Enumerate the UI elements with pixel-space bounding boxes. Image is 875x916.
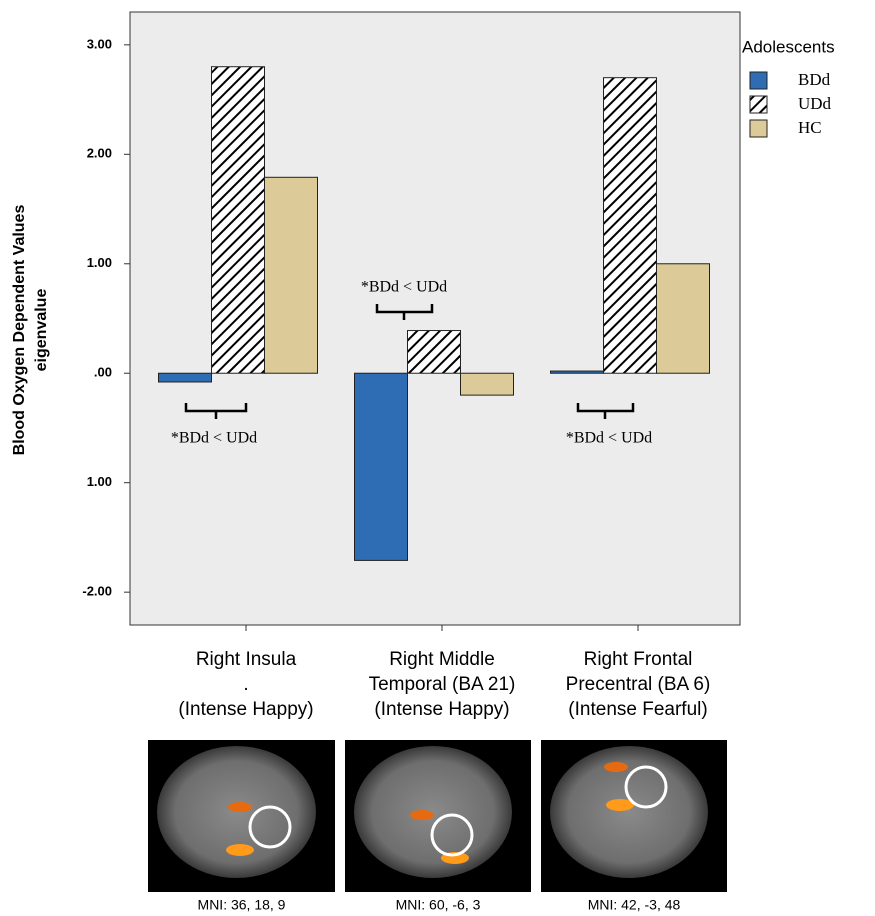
x-tick-label: Right Middle bbox=[389, 649, 495, 670]
legend-label: BDd bbox=[798, 70, 831, 89]
brain-image bbox=[157, 746, 316, 878]
chart: Blood Oxygen Dependent Values eigenvalue… bbox=[0, 0, 875, 916]
bar bbox=[551, 371, 604, 373]
bar bbox=[657, 264, 710, 373]
image-caption: MNI: 36, 18, 9 bbox=[198, 897, 286, 913]
y-tick-label: 2.00 bbox=[87, 146, 112, 161]
activation bbox=[228, 802, 252, 812]
annotation: *BDd < UDd bbox=[361, 279, 447, 296]
y-axis-label: Blood Oxygen Dependent Values bbox=[11, 205, 28, 456]
y-tick-label: 3.00 bbox=[87, 36, 112, 51]
x-tick-label: . bbox=[243, 674, 248, 695]
x-tick-label: (Intense Happy) bbox=[178, 699, 313, 720]
image-caption: MNI: 42, -3, 48 bbox=[588, 897, 681, 913]
bar bbox=[355, 373, 408, 560]
bar bbox=[159, 373, 212, 382]
activation bbox=[410, 810, 434, 820]
legend-label: UDd bbox=[798, 94, 832, 113]
y-tick-label: 1.00 bbox=[87, 474, 112, 489]
y-tick-label: -2.00 bbox=[82, 584, 112, 599]
y-axis-label: eigenvalue bbox=[33, 289, 50, 372]
x-tick-label: Precentral (BA 6) bbox=[566, 674, 711, 695]
brain-image bbox=[354, 746, 512, 878]
image-caption: MNI: 60, -6, 3 bbox=[396, 897, 481, 913]
legend-swatch bbox=[750, 72, 767, 89]
bar bbox=[604, 78, 657, 374]
y-tick-label: .00 bbox=[94, 365, 112, 380]
bar bbox=[408, 331, 461, 374]
x-tick-label: Right Insula bbox=[196, 649, 297, 670]
legend-swatch bbox=[750, 120, 767, 137]
x-tick-label: Temporal (BA 21) bbox=[369, 674, 516, 695]
brain-image bbox=[550, 746, 708, 878]
activation bbox=[226, 844, 254, 856]
x-tick-label: (Intense Happy) bbox=[374, 699, 509, 720]
bar bbox=[461, 373, 514, 395]
annotation: *BDd < UDd bbox=[566, 430, 652, 447]
y-tick-label: 1.00 bbox=[87, 255, 112, 270]
activation bbox=[604, 762, 628, 772]
legend-label: HC bbox=[798, 118, 822, 137]
x-tick-label: (Intense Fearful) bbox=[568, 699, 707, 720]
bar bbox=[212, 67, 265, 374]
x-tick-label: Right Frontal bbox=[584, 649, 693, 670]
legend-title: Adolescents bbox=[742, 37, 835, 56]
bar bbox=[265, 177, 318, 373]
legend-swatch bbox=[750, 96, 767, 113]
annotation: *BDd < UDd bbox=[171, 430, 257, 447]
